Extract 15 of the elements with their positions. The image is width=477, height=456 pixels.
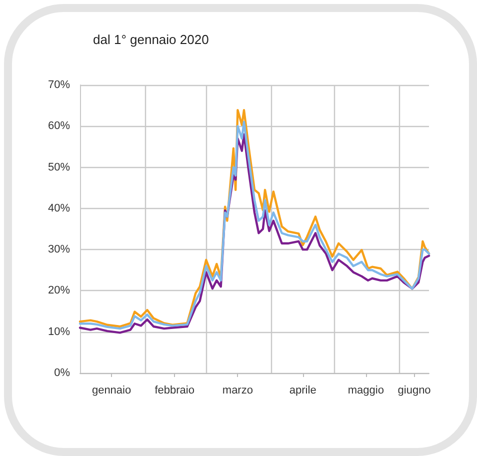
x-tick-label: marzo (222, 384, 253, 396)
y-tick-label: 20% (48, 284, 70, 297)
x-tick-label: gennaio (92, 384, 132, 396)
y-tick-label: 50% (48, 161, 70, 174)
y-tick-label: 40% (48, 202, 70, 214)
x-tick-label: aprile (289, 384, 316, 396)
x-tick-label: giugno (398, 384, 431, 396)
y-tick-label: 0% (54, 367, 70, 379)
y-tick-label: 10% (48, 326, 70, 338)
x-tick-label: febbraio (154, 384, 194, 396)
y-tick-label: 30% (48, 244, 70, 256)
y-tick-label: 70% (48, 79, 70, 91)
chart-title: dal 1° gennaio 2020 (93, 32, 209, 47)
y-tick-label: 60% (48, 120, 70, 132)
x-tick-label: maggio (348, 384, 384, 396)
